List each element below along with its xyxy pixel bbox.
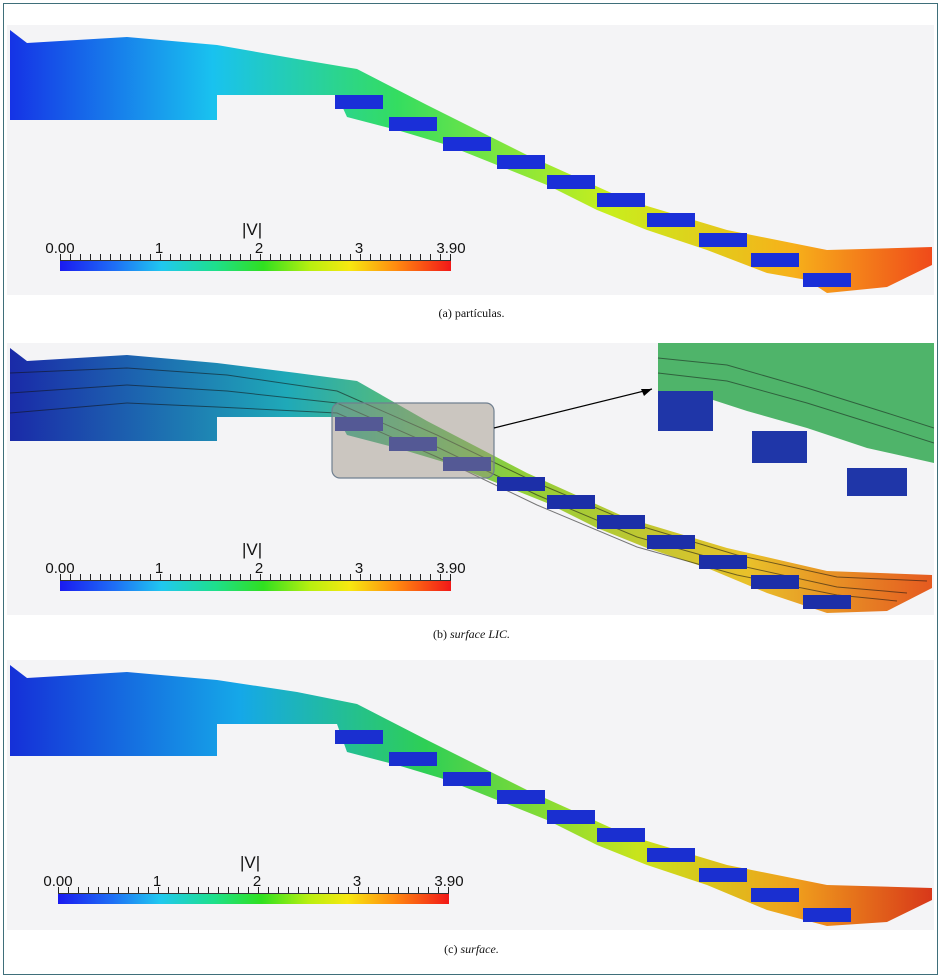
caption-b-label: (b)	[433, 627, 447, 641]
caption-c-label: (c)	[444, 942, 458, 956]
colorbar-max: 3.90	[436, 240, 466, 257]
colorbar-tick-2: 2	[254, 560, 264, 577]
step-cavities	[335, 95, 851, 287]
colorbar-min: 0.00	[43, 873, 73, 890]
colorbar-gradient	[60, 260, 451, 271]
colorbar: |V| 0.00 1 2 3 3.90	[37, 540, 467, 610]
colorbar-max: 3.90	[436, 560, 466, 577]
colorbar: |V| 0.00 1 2 3 3.90	[35, 853, 465, 923]
caption-c: (c) surface.	[0, 942, 943, 957]
colorbar-ticks	[60, 574, 451, 581]
colorbar-gradient	[60, 580, 451, 591]
caption-a: (a) partículas.	[0, 306, 943, 321]
zoom-arrow	[493, 388, 653, 429]
colorbar-ticks	[58, 887, 449, 894]
caption-a-text: partículas.	[454, 306, 505, 320]
zoom-region-box	[331, 402, 495, 479]
colorbar-ticks	[60, 254, 451, 261]
colorbar-tick-2: 2	[252, 873, 262, 890]
step-cavities	[335, 730, 851, 922]
colorbar-min: 0.00	[45, 560, 75, 577]
figure-frame	[3, 3, 938, 975]
colorbar-tick-3: 3	[352, 873, 362, 890]
caption-a-label: (a)	[438, 306, 452, 320]
colorbar-max: 3.90	[434, 873, 464, 890]
panel-surface: |V| 0.00 1 2 3 3.90	[7, 660, 934, 930]
caption-c-text: surface.	[460, 942, 499, 956]
colorbar-tick-1: 1	[154, 240, 164, 257]
colorbar-tick-3: 3	[354, 560, 364, 577]
surface-lic-image	[9, 343, 934, 613]
zoom-arrow-head	[641, 389, 652, 396]
zoom-inset	[657, 343, 934, 498]
colorbar-tick-3: 3	[354, 240, 364, 257]
colorbar-min: 0.00	[45, 240, 75, 257]
colorbar-gradient	[58, 893, 449, 904]
colorbar-tick-1: 1	[154, 560, 164, 577]
colorbar-title: |V|	[242, 220, 263, 239]
step-cavities	[335, 417, 851, 609]
colorbar-title: |V|	[240, 853, 261, 872]
particles-flow-image	[10, 30, 932, 293]
caption-b: (b) surface LIC.	[0, 627, 943, 642]
surface-image	[10, 665, 932, 926]
colorbar-tick-2: 2	[254, 240, 264, 257]
caption-b-text: surface LIC.	[450, 627, 510, 641]
panel-particles: |V| 0.00 1 2 3 3.90	[7, 25, 934, 295]
panel-surface-lic: |V| 0.00 1 2 3 3.90	[7, 343, 934, 615]
colorbar-title: |V|	[242, 540, 263, 559]
colorbar: |V| 0.00 1 2 3 3.90	[37, 220, 467, 290]
colorbar-tick-1: 1	[152, 873, 162, 890]
